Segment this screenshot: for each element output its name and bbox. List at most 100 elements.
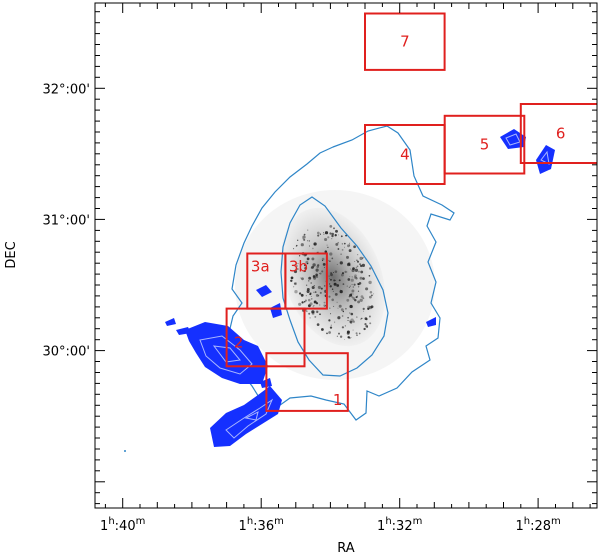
galaxy-knot [323,301,326,304]
axis-tick-labels: 1h:40m 1h:36m 1h:32m 1h:28m 32°:00' 31°:00' 30… [42,82,560,534]
galaxy-knot [298,292,302,295]
galaxy-knot [359,256,363,261]
galaxy-knot [333,272,335,273]
galaxy-knot [338,304,342,308]
galaxy-knot [310,282,313,284]
galaxy-knot [316,311,319,313]
galaxy-knot [315,310,319,314]
galaxy-knot [308,276,312,280]
galaxy-knot [341,249,344,251]
galaxy-knot [319,304,321,306]
galaxy-knot [315,268,319,272]
galaxy-knot [344,325,346,327]
galaxy-knot [319,272,322,275]
galaxy-knot [349,294,351,296]
galaxy-knot [329,278,332,281]
galaxy-knot [338,279,341,282]
galaxy-knot [340,308,344,311]
field-label-3a: 3a [251,258,270,276]
galaxy-knot [355,266,357,268]
galaxy-knot [337,248,340,250]
galaxy-knot [356,334,358,336]
galaxy-knot [290,276,294,280]
galaxy-knot [308,240,311,242]
galaxy-knot [355,316,358,318]
galaxy-knot [349,244,351,246]
galaxy-knot [319,291,322,294]
galaxy-knot [364,317,368,320]
x-tick-label: 1h:36m [239,516,284,534]
galaxy-knot [332,290,334,292]
galaxy-knot [335,242,339,246]
galaxy-knot [359,263,362,266]
galaxy-knot [334,279,336,281]
galaxy-knot [349,321,353,324]
galaxy-knot [368,275,371,277]
galaxy-knot [322,262,326,266]
galaxy-knot [327,236,330,239]
galaxy-knot [306,257,310,261]
galaxy-knot [316,265,319,269]
galaxy-knot [320,287,323,290]
galaxy-knot [334,321,336,323]
galaxy-knot [308,280,310,282]
field-label-7: 7 [400,33,410,51]
galaxy-knot [295,245,298,247]
galaxy-knot [337,241,339,244]
galaxy-knot [360,270,364,274]
galaxy-knot [348,320,350,321]
galaxy-knot [338,332,340,335]
galaxy-knot [294,282,296,285]
field-boxes: 1 2 3a 3b 4 5 6 7 [225,12,597,412]
galaxy-knot [340,253,342,255]
galaxy-knot [352,320,355,323]
galaxy-disk [280,207,386,347]
galaxy-knot [300,277,302,279]
galaxy-knot [341,272,345,275]
galaxy-knot [333,282,337,286]
galaxy-knot [363,327,366,331]
galaxy-knot [354,261,356,263]
galaxy-knot [357,290,360,292]
x-tick-label: 1h:40m [100,516,145,534]
galaxy-knot [348,286,350,288]
galaxy-knot [312,263,316,267]
galaxy-knot [311,312,315,315]
galaxy-knot [302,238,304,240]
galaxy-knot [331,288,334,291]
galaxy-knot [321,328,324,331]
galaxy-knot [304,299,307,302]
galaxy-knot [303,271,305,273]
galaxy-knot [328,295,331,298]
galaxy-knot [333,305,335,307]
galaxy-knot [316,276,319,278]
galaxy-knot [352,329,354,331]
galaxy-knot [353,283,356,286]
galaxy-knot [317,285,321,289]
galaxy-knot [357,254,359,256]
galaxy-knot [357,270,360,273]
galaxy-knot [321,270,324,273]
galaxy-knot [357,283,359,285]
galaxy-knot [351,296,354,299]
galaxy-knot [300,293,304,297]
galaxy-knot [370,305,374,309]
galaxy-knot [328,275,330,277]
galaxy-knot [316,323,320,326]
field-label-3b: 3b [289,258,308,276]
galaxy-knot [350,337,352,339]
galaxy-knot [329,225,333,228]
field-label-1: 1 [333,391,343,409]
galaxy-knot [349,293,353,297]
galaxy-knot [368,280,372,285]
galaxy-knot [342,310,345,313]
field-box-1 [265,352,349,412]
galaxy-knot [296,244,298,247]
galaxy-knot [351,283,353,286]
galaxy-knot [293,286,295,288]
galaxy-knot [307,304,311,308]
galaxy-knot [369,295,372,299]
galaxy-knot [305,260,309,264]
galaxy-knot [290,279,293,283]
galaxy-knot [330,324,332,326]
